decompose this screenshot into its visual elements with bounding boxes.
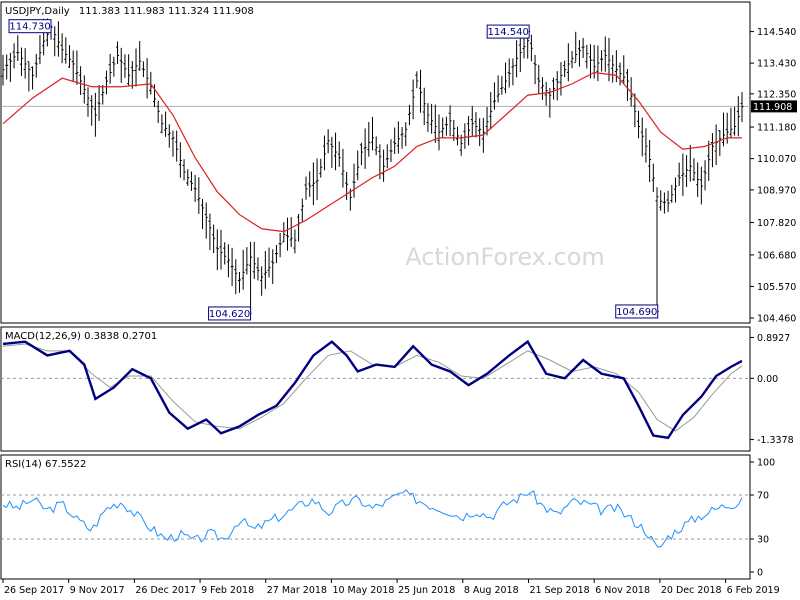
extreme-label-text: 104.620: [209, 309, 250, 320]
watermark: ActionForex.com: [405, 243, 605, 271]
extreme-label-box: [8, 19, 52, 34]
macd-y-tick-label: 0.00: [757, 374, 778, 385]
current-price-value: 111.908: [753, 102, 792, 113]
price-y-axis: 114.540 113.430 112.350 111.180 110.070 108.9…: [750, 27, 796, 325]
macd-y-axis: 0.8927 0.00 -1.3378: [750, 333, 794, 446]
rsi-line: [2, 489, 743, 548]
price-y-tick-label: 114.540: [757, 27, 796, 38]
x-axis-label: 6 Feb 2019: [727, 585, 780, 596]
price-y-tick-label: 104.460: [757, 314, 796, 325]
extreme-label-box: [486, 24, 530, 39]
rsi-y-tick-label: 30: [757, 535, 769, 546]
x-axis-label: 6 Nov 2018: [595, 585, 650, 596]
macd-y-tick-label: -1.3378: [757, 435, 794, 446]
macd-y-tick-label: 0.8927: [757, 333, 790, 344]
price-y-tick-label: 106.680: [757, 250, 796, 261]
price-ohlc-label: 111.383 111.983 111.324 111.908: [79, 6, 254, 17]
rsi-title: RSI(14) 67.5522: [5, 459, 86, 470]
rsi-panel: RSI(14) 67.5522 100 70 30 0: [0, 454, 775, 580]
x-axis-label: 26 Dec 2017: [135, 585, 196, 596]
price-annotations: 114.730 104.620 114.540 104.690: [8, 19, 659, 321]
x-axis-label: 8 Aug 2018: [464, 585, 519, 596]
extreme-label: 104.690: [615, 304, 659, 319]
current-price-tag-bg: [751, 100, 797, 113]
x-axis: 26 Sep 2017 9 Nov 2017 26 Dec 2017 9 Feb 20…: [2, 579, 780, 596]
extreme-label-text: 104.690: [616, 307, 657, 318]
extreme-label-box: [615, 304, 659, 319]
rsi-y-tick-label: 0: [757, 568, 763, 579]
rsi-y-tick-label: 70: [757, 491, 769, 502]
rsi-y-tick-label: 100: [757, 458, 775, 469]
x-axis-label: 21 Sep 2018: [530, 585, 590, 596]
x-axis-label: 25 Jun 2018: [398, 585, 455, 596]
extreme-label: 114.730: [8, 19, 53, 34]
price-y-tick-label: 108.970: [757, 185, 796, 196]
price-panel-frame: [0, 1, 751, 324]
extreme-label-text: 114.730: [9, 22, 50, 33]
macd-panel-frame: [0, 326, 751, 452]
moving-average-line: [2, 71, 742, 233]
price-y-tick-label: 113.430: [757, 59, 796, 70]
x-axis-label: 27 Mar 2018: [267, 585, 327, 596]
price-y-tick-label: 111.180: [757, 123, 796, 134]
x-axis-label: 9 Nov 2017: [70, 585, 125, 596]
current-price-tag: 111.908: [751, 100, 797, 113]
x-axis-label: 26 Sep 2017: [4, 585, 64, 596]
price-panel-title: USDJPY,Daily 111.383 111.983 111.324 111…: [5, 6, 254, 17]
price-y-tick-label: 105.570: [757, 282, 796, 293]
macd-line: [2, 339, 743, 440]
macd-title: MACD(12,26,9) 0.3838 0.2701: [5, 331, 157, 342]
rsi-y-axis: 100 70 30 0: [750, 458, 775, 579]
price-y-tick-label: 112.350: [757, 89, 796, 100]
price-y-tick-label: 110.070: [757, 154, 796, 165]
rsi-panel-frame: [0, 454, 751, 580]
x-axis-label: 9 Feb 2018: [201, 585, 254, 596]
macd-panel: MACD(12,26,9) 0.3838 0.2701 0.8927 0.00 -1…: [0, 326, 794, 452]
extreme-label-box: [208, 306, 252, 321]
price-y-tick-label: 107.820: [757, 218, 796, 229]
x-axis-label: 10 May 2018: [332, 585, 394, 596]
price-symbol-label: USDJPY,Daily: [5, 6, 70, 17]
extreme-label: 104.620: [208, 306, 252, 321]
rsi-level-lines: [1, 494, 750, 540]
price-panel: ActionForex.com USDJPY,Daily 111.383 111…: [0, 1, 797, 325]
extreme-label: 114.540: [486, 24, 531, 39]
x-axis-label: 20 Dec 2018: [661, 585, 722, 596]
extreme-label-text: 114.540: [487, 27, 528, 38]
